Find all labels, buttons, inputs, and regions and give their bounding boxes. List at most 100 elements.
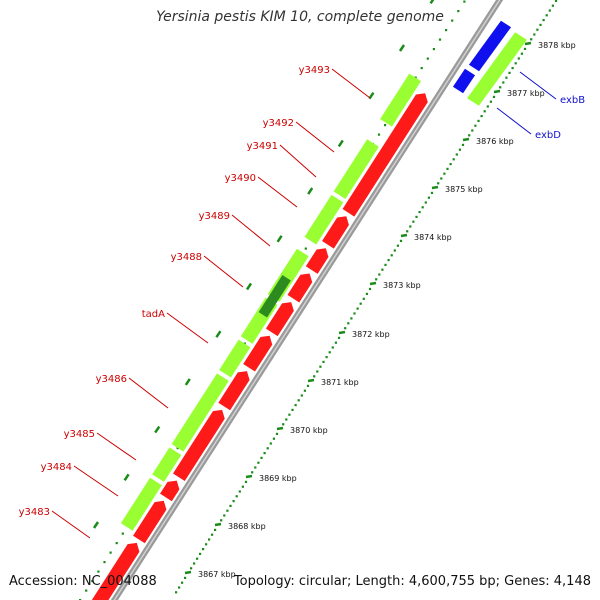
- minor-tick: [353, 312, 356, 315]
- gene-label: y3492: [263, 118, 294, 129]
- reverse-gene: [342, 93, 428, 217]
- leader-line: [279, 144, 317, 178]
- minor-tick: [190, 567, 193, 570]
- minor-tick: [502, 81, 505, 84]
- minor-tick: [263, 452, 266, 455]
- major-tick: [462, 137, 470, 142]
- gene-label: y3489: [199, 211, 230, 222]
- inner-tick: [123, 473, 130, 481]
- minor-tick: [427, 196, 430, 199]
- minor-tick: [463, 0, 466, 3]
- minor-tick: [424, 201, 427, 204]
- minor-tick: [437, 182, 440, 185]
- gene-label: y3484: [41, 462, 72, 473]
- minor-tick: [269, 442, 272, 445]
- minor-tick: [285, 418, 288, 421]
- inner-tick: [307, 187, 314, 195]
- minor-tick: [304, 247, 307, 250]
- leader-line: [496, 107, 532, 135]
- minor-tick: [426, 57, 429, 60]
- minor-tick: [334, 341, 337, 344]
- reverse-gene: [287, 273, 313, 303]
- minor-tick: [109, 551, 112, 554]
- minor-tick: [176, 447, 179, 450]
- minor-tick: [325, 356, 328, 359]
- reverse-gene: [322, 216, 349, 249]
- gene-label: y3486: [96, 374, 127, 385]
- minor-tick: [238, 490, 241, 493]
- minor-tick: [387, 259, 390, 262]
- kbp-label: 3871 kbp: [321, 378, 359, 387]
- minor-tick: [430, 191, 434, 194]
- minor-tick: [91, 580, 94, 583]
- inner-tick: [154, 425, 161, 434]
- minor-tick: [175, 591, 178, 594]
- kbp-label: 3867 kbp: [198, 570, 236, 579]
- minor-tick: [449, 163, 452, 166]
- minor-tick: [412, 220, 415, 223]
- minor-tick: [548, 9, 551, 12]
- minor-tick: [551, 4, 554, 7]
- minor-tick: [406, 230, 409, 233]
- minor-tick: [121, 532, 124, 535]
- minor-tick: [499, 86, 502, 89]
- minor-tick: [232, 500, 235, 503]
- kbp-label: 3868 kbp: [228, 522, 266, 531]
- minor-tick: [486, 105, 489, 108]
- minor-tick: [260, 456, 263, 459]
- major-tick: [214, 522, 222, 527]
- gene-group: [92, 20, 527, 600]
- minor-tick: [202, 548, 205, 551]
- major-tick: [184, 570, 192, 575]
- minor-tick: [378, 273, 381, 276]
- minor-tick: [328, 351, 331, 354]
- label-group: 3867 kbp 3868 kbp 3869 kbp 3870 kbp 3871 kbp…: [19, 41, 586, 579]
- minor-tick: [288, 413, 291, 416]
- major-tick: [338, 330, 346, 335]
- inner-tick: [92, 521, 100, 529]
- minor-tick: [184, 576, 187, 579]
- minor-tick: [381, 268, 384, 271]
- leader-line: [331, 68, 371, 99]
- leader-line: [96, 432, 137, 461]
- inner-tick: [276, 235, 283, 243]
- forward-gene: [467, 32, 527, 106]
- minor-tick: [446, 167, 449, 170]
- minor-tick: [226, 509, 229, 512]
- minor-tick: [523, 47, 527, 50]
- minor-tick: [205, 543, 208, 546]
- leader-line: [295, 121, 335, 153]
- leader-line: [257, 176, 298, 208]
- minor-tick: [483, 110, 486, 113]
- genome-backbone-edge: [113, 0, 501, 600]
- minor-tick: [539, 23, 542, 26]
- minor-tick: [297, 399, 300, 402]
- minor-tick: [418, 211, 421, 214]
- minor-tick: [251, 471, 254, 474]
- reverse-gene: [265, 302, 294, 337]
- minor-tick: [445, 29, 448, 32]
- reverse-gene: [305, 248, 329, 274]
- minor-tick: [542, 19, 545, 22]
- minor-tick: [384, 263, 387, 266]
- minor-tick: [303, 389, 306, 392]
- minor-tick: [331, 346, 334, 349]
- minor-tick: [443, 172, 446, 175]
- inner-tick: [184, 378, 191, 386]
- minor-tick: [393, 249, 396, 252]
- minor-tick: [350, 317, 353, 320]
- forward-gene: [120, 477, 162, 531]
- minor-tick: [229, 504, 232, 507]
- minor-tick: [536, 28, 539, 31]
- minor-tick: [375, 278, 378, 281]
- gene-label: tadA: [142, 309, 165, 320]
- minor-tick: [300, 394, 303, 397]
- minor-tick: [455, 153, 458, 156]
- minor-tick: [477, 119, 480, 122]
- major-tick: [493, 89, 501, 94]
- minor-tick: [266, 447, 269, 450]
- minor-tick: [306, 384, 310, 387]
- minor-tick: [420, 67, 423, 70]
- gene-label: y3493: [299, 65, 330, 76]
- major-tick: [245, 474, 253, 479]
